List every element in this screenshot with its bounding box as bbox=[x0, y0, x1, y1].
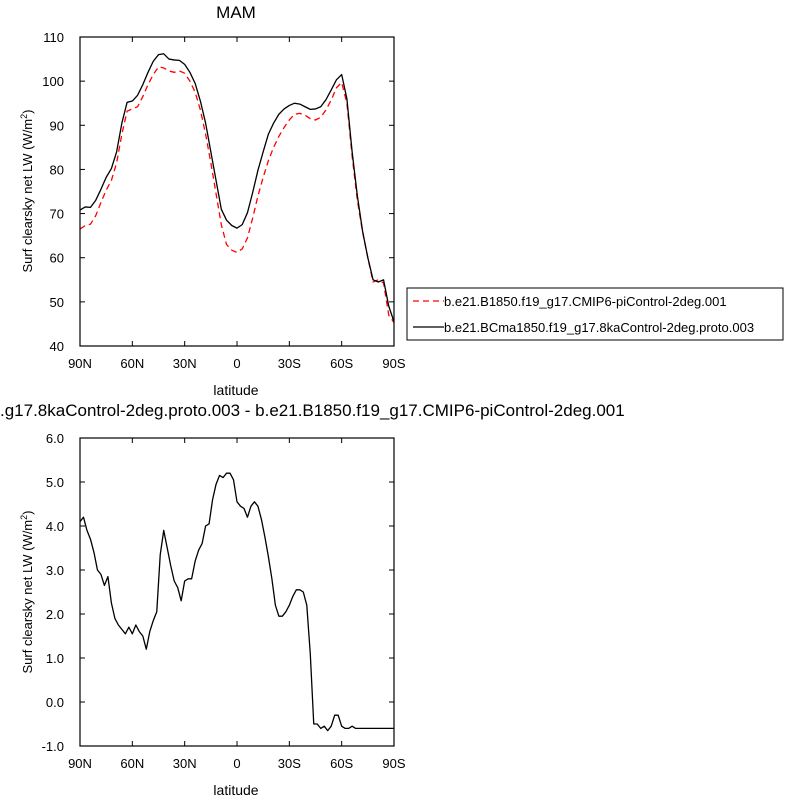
top-y-tick-label: 110 bbox=[43, 30, 64, 45]
top-x-tick-label: 90N bbox=[68, 356, 92, 371]
top-title: MAM bbox=[216, 3, 256, 22]
bottom-x-tick-label: 30S bbox=[278, 756, 301, 771]
top-ticks: 90N 60N 30N 0 30S 60S 90S 40 50 60 70 80 90 100 110 bbox=[42, 30, 406, 371]
top-x-tick-label: 30S bbox=[278, 356, 301, 371]
bottom-y-tick-label: 0.0 bbox=[46, 695, 64, 710]
bottom-x-tick-label: 90N bbox=[68, 756, 92, 771]
legend-box bbox=[406, 287, 784, 341]
bottom-y-tick-label: 6.0 bbox=[46, 431, 64, 446]
top-y-axis-label-main: Surf clearsky net LW (W/m bbox=[20, 119, 35, 273]
bottom-x-tick-label: 30N bbox=[173, 756, 197, 771]
bottom-plot-frame bbox=[79, 437, 395, 747]
legend-label-piControl: b.e21.B1850.f19_g17.CMIP6-piControl-2deg… bbox=[444, 294, 727, 309]
bottom-y-tick-label: 4.0 bbox=[46, 519, 64, 534]
top-y-tick-label: 80 bbox=[50, 162, 64, 177]
top-panel: MAM 90N 60N 30N 0 30S 60S 90S 40 50 60 70 80 90 100 11… bbox=[19, 3, 784, 398]
bottom-y-tick-label: 1.0 bbox=[46, 651, 64, 666]
top-y-tick-label: 60 bbox=[50, 251, 64, 266]
top-plot-frame bbox=[79, 36, 395, 347]
bottom-panel: .g17.8kaControl-2deg.proto.003 - b.e21.B… bbox=[0, 401, 625, 798]
top-x-tick-label: 30N bbox=[173, 356, 197, 371]
top-y-tick-label: 40 bbox=[50, 339, 64, 354]
bottom-x-tick-label: 60N bbox=[120, 756, 144, 771]
top-y-axis-label-sup: 2 bbox=[19, 114, 29, 119]
top-x-axis-label: latitude bbox=[213, 382, 258, 398]
top-y-tick-label: 100 bbox=[42, 74, 64, 89]
bottom-y-axis-label-end: ) bbox=[20, 511, 35, 515]
legend: b.e21.B1850.f19_g17.CMIP6-piControl-2deg… bbox=[406, 287, 784, 341]
bottom-ticks: 90N 60N 30N 0 30S 60S 90S -1.0 0.0 1.0 2.0 3.0 4.0 5.… bbox=[42, 431, 406, 771]
top-y-axis-label-end: ) bbox=[20, 110, 35, 114]
bottom-series-line-1 bbox=[79, 472, 394, 732]
top-y-axis-label: Surf clearsky net LW (W/m2) bbox=[19, 110, 35, 273]
bottom-y-tick-label: 5.0 bbox=[46, 475, 64, 490]
top-series-layer bbox=[79, 53, 395, 323]
bottom-x-tick-label: 90S bbox=[382, 756, 405, 771]
top-y-tick-label: 50 bbox=[50, 295, 64, 310]
bottom-y-axis-label-sup: 2 bbox=[19, 515, 29, 520]
bottom-y-tick-label: 3.0 bbox=[46, 563, 64, 578]
top-series-line-2 bbox=[79, 53, 395, 322]
top-x-tick-label: 60S bbox=[330, 356, 353, 371]
bottom-y-tick-label: 2.0 bbox=[46, 607, 64, 622]
top-x-tick-label: 0 bbox=[233, 356, 240, 371]
legend-label-8kaControl: b.e21.BCma1850.f19_g17.8kaControl-2deg.p… bbox=[444, 320, 754, 335]
bottom-y-axis-label-main: Surf clearsky net LW (W/m bbox=[20, 520, 35, 674]
top-x-tick-label: 60N bbox=[120, 356, 144, 371]
bottom-series-layer bbox=[79, 472, 394, 732]
top-x-tick-label: 90S bbox=[382, 356, 405, 371]
bottom-x-tick-label: 0 bbox=[233, 756, 240, 771]
bottom-y-tick-label: -1.0 bbox=[42, 739, 64, 754]
top-y-tick-label: 70 bbox=[50, 207, 64, 222]
bottom-y-axis-label: Surf clearsky net LW (W/m2) bbox=[19, 511, 35, 674]
bottom-x-axis-label: latitude bbox=[213, 782, 258, 798]
top-y-tick-label: 90 bbox=[50, 118, 64, 133]
bottom-title: .g17.8kaControl-2deg.proto.003 - b.e21.B… bbox=[0, 401, 625, 420]
bottom-x-tick-label: 60S bbox=[330, 756, 353, 771]
